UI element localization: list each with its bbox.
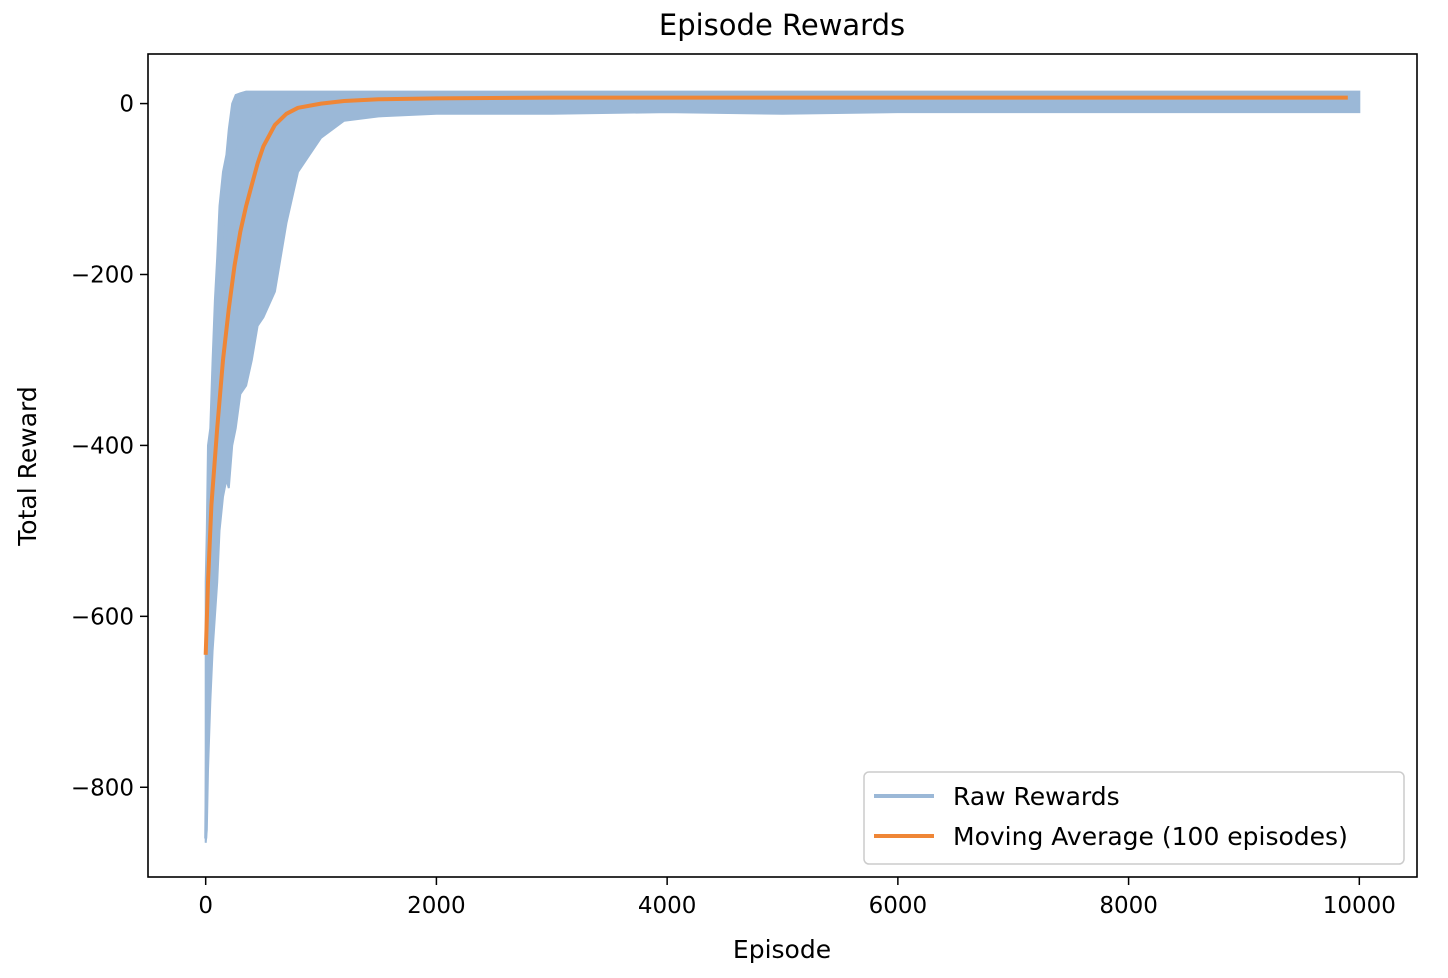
y-tick-label: 0 (119, 92, 134, 118)
x-tick-label: 8000 (1099, 893, 1158, 919)
x-tick-label: 0 (198, 893, 213, 919)
x-tick-label: 4000 (638, 893, 697, 919)
y-axis-label: Total Reward (13, 386, 42, 546)
plot-frame (147, 53, 1418, 878)
x-axis-ticks: 0 2000 4000 6000 8000 10000 (198, 877, 1396, 919)
raw-rewards-line (204, 93, 1360, 839)
raw-rewards-envelope (204, 90, 1361, 843)
legend-box (863, 771, 1405, 865)
x-tick-label: 2000 (407, 893, 466, 919)
x-axis-label: Episode (733, 935, 831, 964)
y-tick-label: −800 (71, 775, 134, 801)
series-layer (203, 93, 1360, 839)
raw-rewards-band (204, 90, 1361, 843)
x-tick-label: 6000 (869, 893, 928, 919)
legend-label-raw-rewards: Raw Rewards (953, 782, 1120, 811)
plot-area (147, 53, 1418, 878)
legend-label-moving-average: Moving Average (100 episodes) (953, 822, 1348, 851)
x-tick-label: 10000 (1323, 893, 1396, 919)
y-tick-label: −200 (71, 262, 134, 288)
legend: Raw Rewards Moving Average (100 episodes… (863, 771, 1405, 865)
moving-average-line (203, 95, 1348, 655)
y-tick-label: −400 (71, 433, 134, 459)
y-axis-ticks: 0 −200 −400 −600 −800 (71, 92, 148, 801)
chart-title: Episode Rewards (659, 8, 905, 42)
y-tick-label: −600 (71, 604, 134, 630)
